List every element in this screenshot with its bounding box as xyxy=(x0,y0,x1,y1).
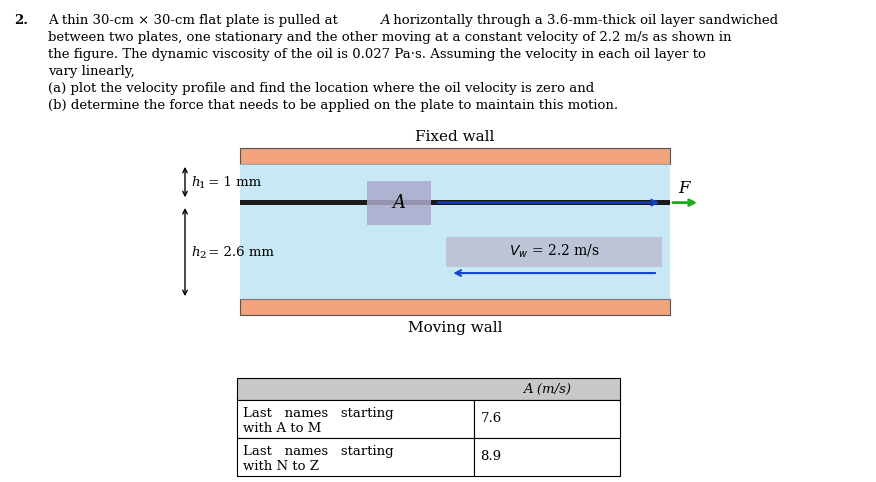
Bar xyxy=(240,299,670,315)
Text: $V_w$ = 2.2 m/s: $V_w$ = 2.2 m/s xyxy=(509,242,599,260)
Bar xyxy=(447,237,662,267)
Bar xyxy=(240,200,670,205)
Text: = 1 mm: = 1 mm xyxy=(204,175,261,188)
Text: = 2.6 mm: = 2.6 mm xyxy=(204,245,274,258)
Text: 2.: 2. xyxy=(14,14,28,27)
Text: Fixed wall: Fixed wall xyxy=(415,130,495,144)
Text: A: A xyxy=(380,14,390,27)
Text: (a) plot the velocity profile and find the location where the oil velocity is ze: (a) plot the velocity profile and find t… xyxy=(48,82,594,95)
Text: Moving wall: Moving wall xyxy=(407,321,502,335)
Text: with N to Z: with N to Z xyxy=(243,460,319,473)
Bar xyxy=(237,438,475,476)
Bar xyxy=(367,181,431,225)
Bar xyxy=(237,378,620,400)
Text: A (m/s): A (m/s) xyxy=(523,383,571,396)
Bar xyxy=(475,400,620,438)
Text: with A to M: with A to M xyxy=(243,422,321,435)
Bar xyxy=(240,148,670,164)
Text: the figure. The dynamic viscosity of the oil is 0.027 Pa·s. Assuming the velocit: the figure. The dynamic viscosity of the… xyxy=(48,48,706,61)
Bar xyxy=(237,400,475,438)
Text: 8.9: 8.9 xyxy=(480,451,502,464)
Text: 1: 1 xyxy=(199,181,206,189)
Bar xyxy=(475,438,620,476)
Text: vary linearly,: vary linearly, xyxy=(48,65,135,78)
Text: h: h xyxy=(191,175,200,188)
Text: h: h xyxy=(191,245,200,258)
Text: between two plates, one stationary and the other moving at a constant velocity o: between two plates, one stationary and t… xyxy=(48,31,731,44)
Text: Last   names   starting: Last names starting xyxy=(243,445,393,458)
Text: 7.6: 7.6 xyxy=(480,413,502,426)
Text: A: A xyxy=(392,194,406,212)
Text: (b) determine the force that needs to be applied on the plate to maintain this m: (b) determine the force that needs to be… xyxy=(48,99,618,112)
Text: 2: 2 xyxy=(199,251,206,259)
Bar xyxy=(240,164,670,299)
Text: horizontally through a 3.6-mm-thick oil layer sandwiched: horizontally through a 3.6-mm-thick oil … xyxy=(389,14,778,27)
Text: A thin 30-cm × 30-cm flat plate is pulled at: A thin 30-cm × 30-cm flat plate is pulle… xyxy=(48,14,343,27)
Text: F: F xyxy=(678,180,689,197)
Text: Last   names   starting: Last names starting xyxy=(243,407,393,420)
